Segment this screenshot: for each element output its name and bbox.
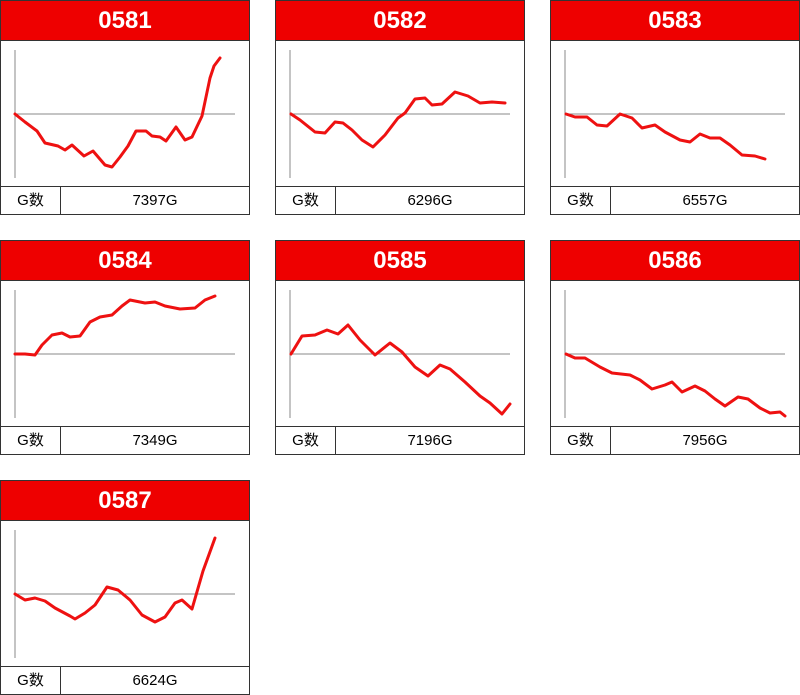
games-value: 7397G [132, 192, 178, 209]
chart [564, 50, 785, 178]
chart [289, 50, 510, 178]
card: 0586 G数 7956G [550, 240, 800, 455]
chart [289, 290, 512, 418]
chart [13, 290, 235, 418]
card-title: 0581 [1, 1, 249, 41]
games-label: G数 [1, 667, 61, 694]
data-line [564, 112, 767, 161]
card-title: 0587 [1, 481, 249, 521]
card: 0585 G数 7196G [275, 240, 525, 455]
games-value: 7956G [682, 432, 728, 449]
data-line [289, 323, 512, 416]
data-line [13, 294, 217, 357]
games-value: 6296G [407, 192, 453, 209]
data-line [564, 352, 787, 418]
data-line [289, 90, 507, 149]
footer: G数 6557G [551, 186, 799, 214]
card: 0581 G数 7397G [0, 0, 250, 215]
footer: G数 7349G [1, 426, 249, 454]
games-value: 6557G [682, 192, 728, 209]
card: 0584 G数 7349G [0, 240, 250, 455]
data-line [13, 56, 222, 169]
card: 0587 G数 6624G [0, 480, 250, 695]
games-value: 7349G [132, 432, 178, 449]
chart [13, 530, 235, 658]
games-value: 6624G [132, 672, 178, 689]
data-line [13, 536, 217, 624]
games-label: G数 [551, 427, 611, 454]
footer: G数 6624G [1, 666, 249, 694]
card-title: 0584 [1, 241, 249, 281]
games-label: G数 [276, 187, 336, 214]
chart [564, 290, 787, 418]
chart [13, 50, 235, 178]
games-label: G数 [276, 427, 336, 454]
games-value: 7196G [407, 432, 453, 449]
card-title: 0585 [276, 241, 524, 281]
games-label: G数 [1, 187, 61, 214]
games-label: G数 [551, 187, 611, 214]
games-label: G数 [1, 427, 61, 454]
footer: G数 7196G [276, 426, 524, 454]
card-title: 0583 [551, 1, 799, 41]
card-title: 0582 [276, 1, 524, 41]
card: 0583 G数 6557G [550, 0, 800, 215]
card: 0582 G数 6296G [275, 0, 525, 215]
card-title: 0586 [551, 241, 799, 281]
footer: G数 7956G [551, 426, 799, 454]
footer: G数 6296G [276, 186, 524, 214]
footer: G数 7397G [1, 186, 249, 214]
